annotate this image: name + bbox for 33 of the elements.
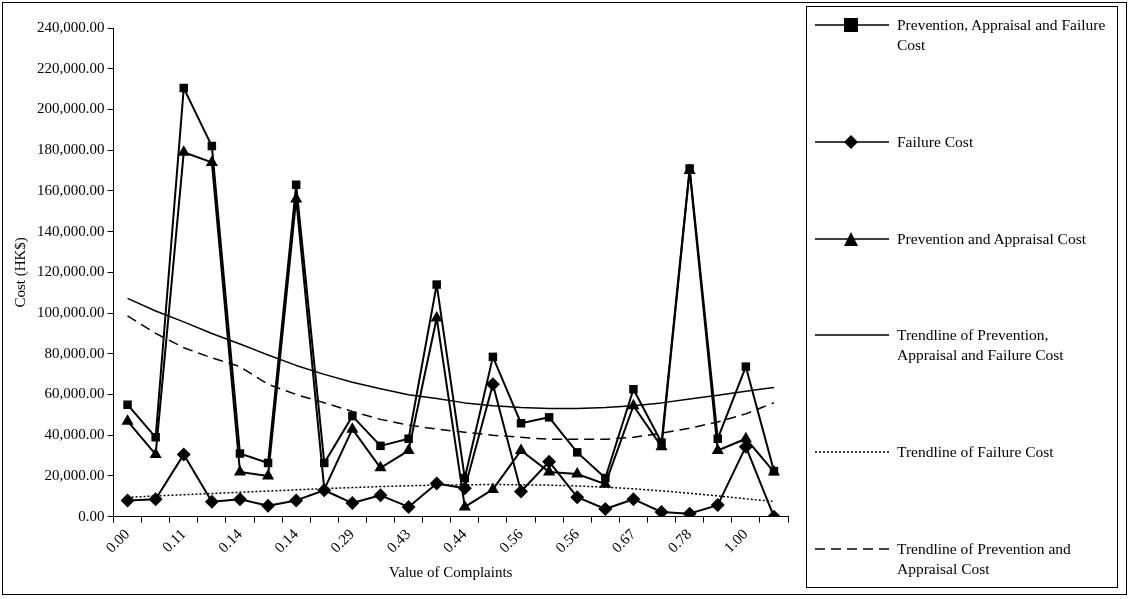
y-tick-label: 220,000.00 [37, 59, 105, 76]
x-tick-label: 0.67 [608, 525, 639, 556]
y-tick-label: 0.00 [78, 507, 105, 524]
y-tick-label: 100,000.00 [37, 304, 105, 321]
legend-label: Trendline of Failure Cost [897, 442, 1054, 463]
x-axis-title: Value of Complaints [389, 563, 513, 580]
x-tick-label: 0.78 [664, 525, 695, 556]
y-axis-title: Cost (HK$) [11, 237, 29, 308]
x-tick-label: 1.00 [720, 525, 751, 556]
y-tick-label: 140,000.00 [37, 222, 105, 239]
x-tick-label: 0.29 [327, 525, 358, 556]
legend-label: Trendline of Prevention and Appraisal Cost [897, 538, 1072, 579]
y-tick-label: 200,000.00 [37, 100, 105, 117]
y-tick-label: 120,000.00 [37, 263, 105, 280]
y-tick-label: 20,000.00 [44, 466, 105, 483]
x-tick-label: 0.00 [102, 525, 133, 556]
legend-label: Failure Cost [897, 131, 974, 152]
y-tick-label: 40,000.00 [44, 426, 105, 443]
y-tick-label: 180,000.00 [37, 141, 105, 158]
y-tick-label: 60,000.00 [44, 385, 105, 402]
x-tick-label: 0.14 [215, 525, 246, 556]
legend-label: Trendline of Prevention, Appraisal and Failure Cost [897, 325, 1065, 366]
x-tick-label: 0.43 [383, 525, 414, 556]
legend-label: Prevention, Appraisal and Failure Cost [897, 15, 1107, 56]
x-tick-label: 0.56 [496, 525, 527, 556]
y-tick-label: 80,000.00 [44, 344, 105, 361]
legend-label: Prevention and Appraisal Cost [897, 228, 1086, 249]
x-tick-label: 0.11 [159, 525, 189, 556]
x-tick-label: 0.14 [271, 525, 302, 556]
y-tick-label: 160,000.00 [37, 181, 105, 198]
x-tick-label: 0.44 [439, 525, 471, 556]
x-tick-label: 0.56 [552, 525, 583, 556]
y-tick-label: 240,000.00 [37, 18, 105, 35]
